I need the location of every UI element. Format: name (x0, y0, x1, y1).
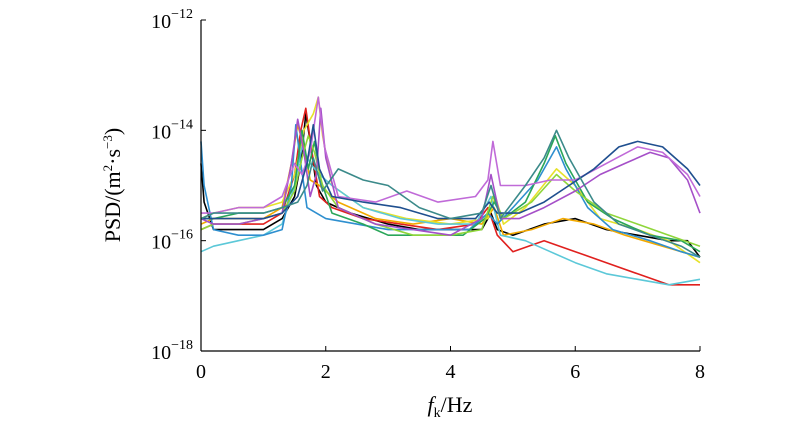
x-tick-label: 8 (695, 361, 705, 383)
y-tick-label: 10−12 (151, 7, 193, 33)
series-line-4 (200, 96, 701, 264)
series-line-11 (201, 124, 701, 220)
series-line-2 (200, 107, 700, 286)
x-tick-label: 6 (570, 361, 580, 383)
ticks: 0 2 4 6 8 10−12 10−14 10−16 10−18 (151, 7, 705, 383)
axes (200, 20, 700, 352)
series-line-1 (200, 113, 701, 258)
series-line-5 (200, 146, 701, 286)
series-line-3 (200, 124, 701, 258)
series-line-9 (200, 107, 701, 236)
y-axis-title: PSD/(m2·s−3) (100, 128, 125, 242)
x-tick-label: 4 (446, 361, 456, 383)
y-tick-label: 10−14 (151, 117, 193, 143)
x-axis-title: fk/Hz (428, 392, 473, 421)
y-tick-label: 10−16 (151, 228, 193, 254)
series-line-10 (201, 96, 701, 214)
y-tick-label: 10−18 (151, 338, 193, 364)
series-group (200, 96, 701, 286)
series-line-12 (200, 129, 701, 258)
x-tick-label: 2 (321, 361, 331, 383)
x-tick-label: 0 (196, 361, 206, 383)
series-line-6 (200, 124, 701, 258)
